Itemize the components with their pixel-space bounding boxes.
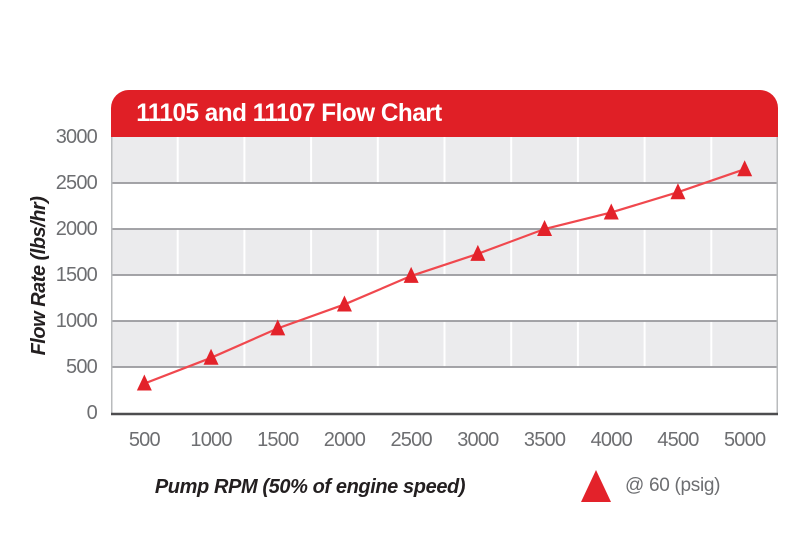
y-tick-label: 3000 [55,126,98,148]
x-tick-label: 2500 [390,429,432,451]
x-tick-label: 4500 [657,429,699,451]
chart-legend: @ 60 (psig) [581,469,721,503]
x-tick-label: 2000 [323,429,366,451]
y-tick-label: 2000 [55,218,98,240]
x-tick-label: 500 [128,429,161,451]
data-point-marker [203,348,219,365]
x-tick-label: 1500 [257,429,299,451]
data-point-marker [603,203,619,220]
legend-label: @ 60 (psig) [625,475,721,496]
data-point-marker [670,183,686,200]
y-tick-label: 1000 [55,310,98,332]
x-tick-label: 3000 [457,429,499,451]
plot-area [111,137,778,416]
x-tick-label: 1000 [190,429,232,451]
data-point-marker [537,220,553,236]
data-line [143,168,746,385]
data-point-marker [470,244,486,261]
data-point-marker [136,374,152,391]
y-tick-label: 2500 [55,172,98,194]
data-point-marker [270,319,286,336]
chart-title: 11105 and 11107 Flow Chart [136,99,442,127]
data-point-marker [336,295,352,312]
x-tick-label: 3500 [523,429,566,451]
data-point-marker [737,160,753,177]
x-axis-title: Pump RPM (50% of engine speed) [154,476,466,498]
x-tick-label: 5000 [723,429,766,451]
y-tick-label: 1500 [55,264,98,286]
chart-title-banner: 11105 and 11107 Flow Chart [111,90,778,137]
y-tick-label: 500 [66,356,98,378]
y-tick-label: 0 [86,402,98,424]
legend-triangle-icon [581,470,611,502]
data-point-marker [403,266,419,283]
x-tick-label: 4000 [590,429,633,451]
